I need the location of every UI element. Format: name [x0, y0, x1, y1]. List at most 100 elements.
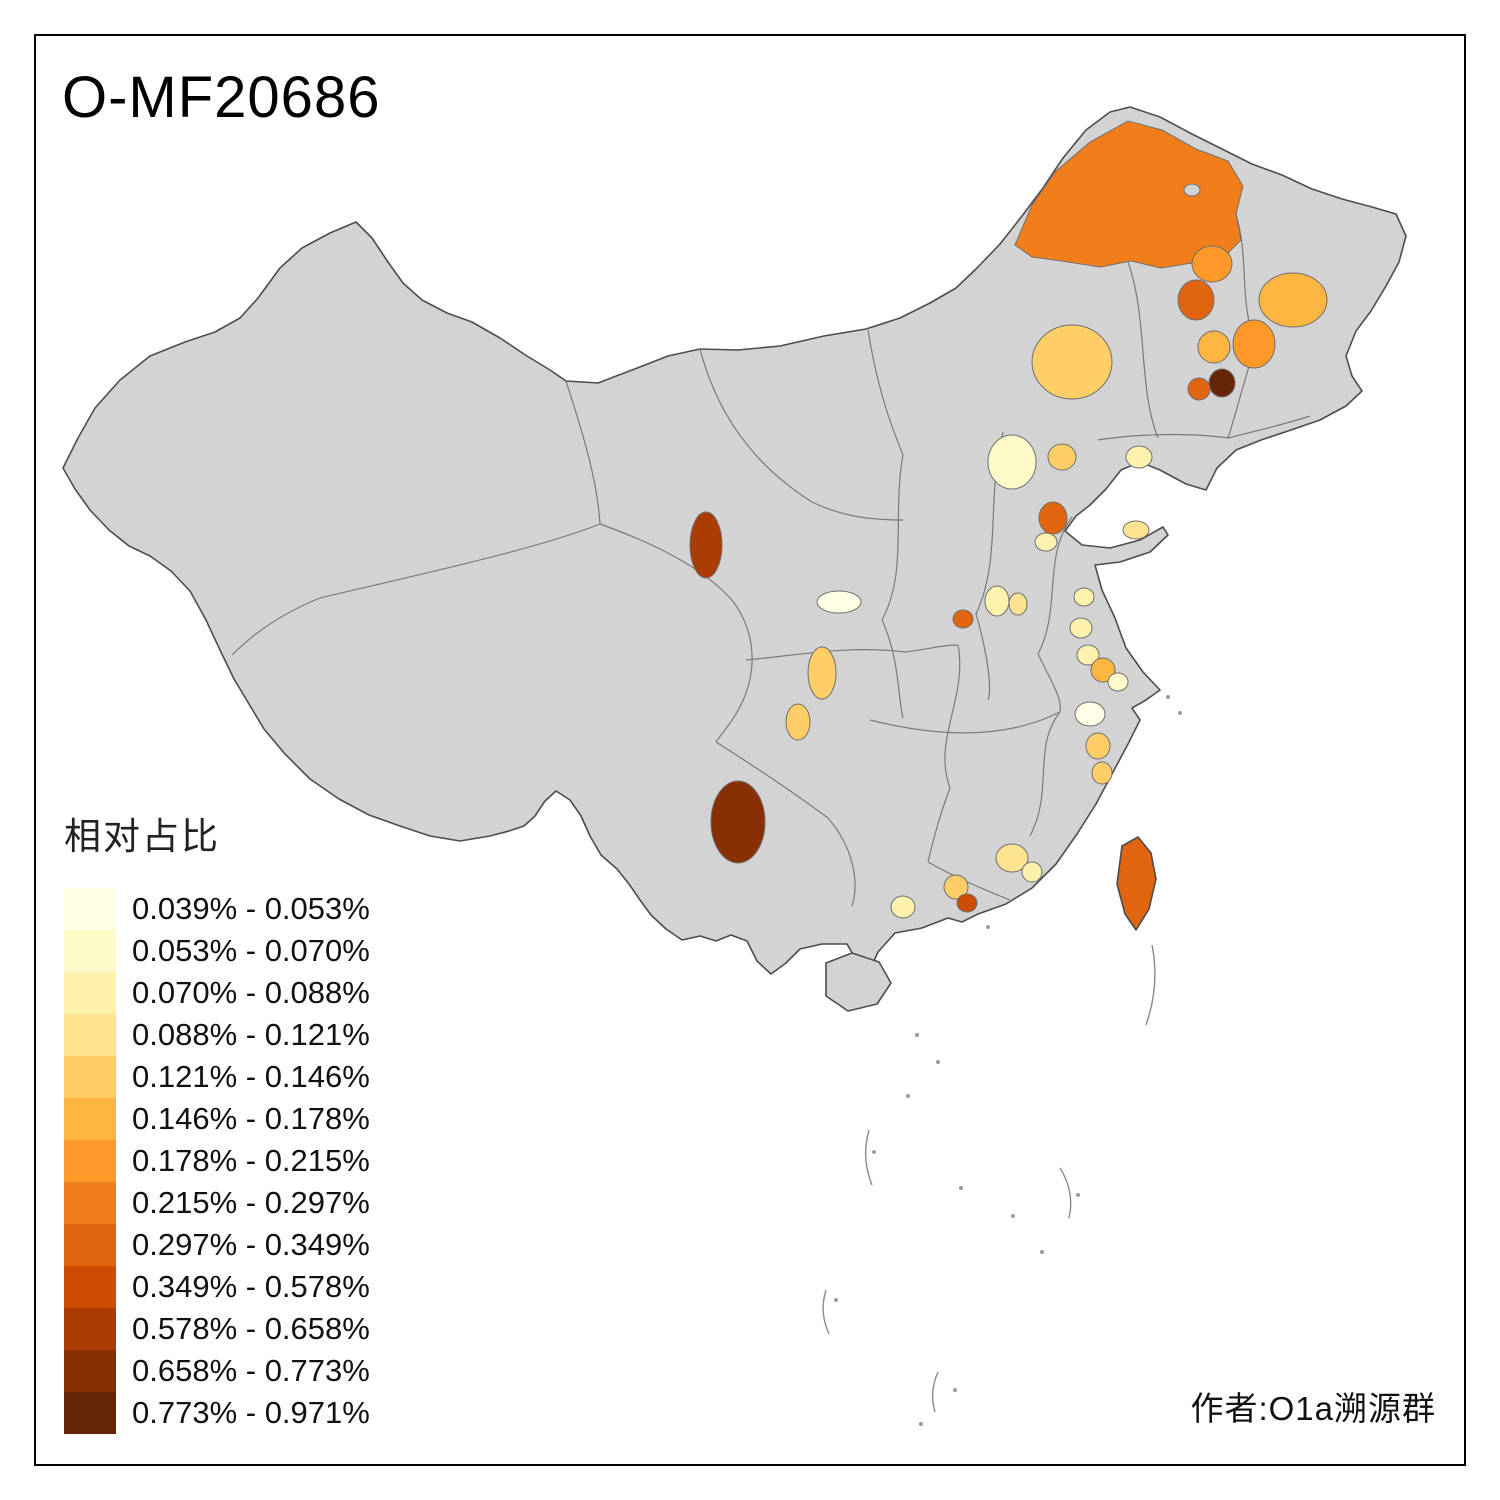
- highlighted-region: [1177, 279, 1215, 321]
- legend-row: 0.578% - 0.658%: [64, 1308, 370, 1350]
- highlighted-region: [987, 434, 1037, 490]
- province-border-line: [715, 741, 856, 907]
- legend-label: 0.578% - 0.658%: [132, 1311, 370, 1346]
- legend-row: 0.121% - 0.146%: [64, 1056, 370, 1098]
- legend-label: 0.146% - 0.178%: [132, 1101, 370, 1136]
- highlighted-region: [1187, 377, 1211, 401]
- legend-swatch: [64, 1350, 116, 1392]
- islet-dot: [959, 1186, 963, 1190]
- legend-row: 0.146% - 0.178%: [64, 1098, 370, 1140]
- highlighted-region: [1091, 761, 1113, 785]
- legend-swatch: [64, 1392, 116, 1434]
- highlighted-region: [1122, 520, 1150, 540]
- legend-swatch: [64, 888, 116, 930]
- islet-dot: [1040, 1250, 1044, 1254]
- highlighted-region: [1038, 501, 1068, 535]
- highlighted-region: [956, 893, 978, 913]
- legend-row: 0.658% - 0.773%: [64, 1350, 370, 1392]
- legend-swatch: [64, 1182, 116, 1224]
- highlighted-region: [1031, 324, 1113, 400]
- legend-row: 0.088% - 0.121%: [64, 1014, 370, 1056]
- islet-dot: [1178, 711, 1182, 715]
- highlighted-regions: [689, 120, 1328, 919]
- highlighted-region: [1073, 587, 1095, 607]
- islet-dot: [953, 1388, 957, 1392]
- province-border-line: [1097, 415, 1311, 441]
- province-border-line: [565, 380, 601, 525]
- legend-swatch: [64, 1056, 116, 1098]
- legend-rows: 0.039% - 0.053% 0.053% - 0.070% 0.070% - 0…: [64, 888, 370, 1434]
- highlighted-region: [816, 590, 862, 614]
- islet-dot: [906, 1094, 910, 1098]
- legend-row: 0.773% - 0.971%: [64, 1392, 370, 1434]
- highlighted-region: [995, 843, 1029, 873]
- plot-title: O-MF20686: [62, 65, 381, 130]
- islet-dot: [834, 1298, 838, 1302]
- attribution: 作者:O1a溯源群: [1190, 1390, 1436, 1427]
- highlighted-region: [689, 511, 723, 579]
- highlighted-region: [1208, 368, 1236, 398]
- south-china-sea-marks: [822, 695, 1182, 1426]
- highlighted-region: [1258, 272, 1328, 328]
- province-border-line: [869, 711, 1061, 734]
- map-enclave: [1183, 183, 1201, 197]
- legend-title: 相对占比: [64, 816, 220, 857]
- province-border-line: [231, 523, 601, 656]
- highlighted-region: [952, 609, 974, 629]
- legend-swatch: [64, 1266, 116, 1308]
- taiwan-island: [1116, 836, 1157, 931]
- sea-boundary-dash: [822, 1289, 830, 1335]
- islet-dot: [919, 1422, 923, 1426]
- hainan-island: [825, 952, 892, 1012]
- legend-row: 0.053% - 0.070%: [64, 930, 370, 972]
- legend-label: 0.053% - 0.070%: [132, 933, 370, 968]
- highlighted-region: [1008, 592, 1028, 616]
- legend-swatch: [64, 1308, 116, 1350]
- highlighted-region: [1034, 532, 1058, 552]
- legend-row: 0.297% - 0.349%: [64, 1224, 370, 1266]
- highlighted-region: [710, 780, 766, 864]
- province-border-line: [1029, 711, 1061, 837]
- province-border-line: [745, 644, 959, 661]
- legend-label: 0.088% - 0.121%: [132, 1017, 370, 1052]
- province-border-line: [867, 329, 904, 456]
- province-border-line: [975, 431, 1004, 701]
- highlighted-region: [1090, 657, 1116, 683]
- highlighted-region: [1047, 443, 1077, 471]
- legend-row: 0.178% - 0.215%: [64, 1140, 370, 1182]
- sea-boundary-dash: [864, 1129, 873, 1186]
- highlighted-region: [1085, 732, 1111, 760]
- legend-swatch: [64, 1098, 116, 1140]
- islet-dot: [986, 925, 990, 929]
- sea-boundary-dash: [1145, 944, 1156, 1026]
- legend-row: 0.215% - 0.297%: [64, 1182, 370, 1224]
- islet-dot: [1011, 1214, 1015, 1218]
- highlighted-region: [1191, 245, 1233, 283]
- highlighted-region: [807, 646, 837, 700]
- highlighted-region: [1107, 672, 1129, 692]
- legend-row: 0.349% - 0.578%: [64, 1266, 370, 1308]
- islet-dot: [1166, 695, 1170, 699]
- legend-swatch: [64, 1224, 116, 1266]
- province-borders: [231, 213, 1311, 907]
- highlighted-region: [1074, 701, 1106, 727]
- legend-label: 0.121% - 0.146%: [132, 1059, 370, 1094]
- legend-label: 0.349% - 0.578%: [132, 1269, 370, 1304]
- china-mainland: [62, 106, 1407, 975]
- legend-swatch: [64, 930, 116, 972]
- legend-row: 0.039% - 0.053%: [64, 888, 370, 930]
- legend-label: 0.297% - 0.349%: [132, 1227, 370, 1262]
- legend-label: 0.070% - 0.088%: [132, 975, 370, 1010]
- islet-dot: [915, 1033, 919, 1037]
- sea-boundary-dash: [931, 1371, 939, 1413]
- legend-row: 0.070% - 0.088%: [64, 972, 370, 1014]
- islet-dot: [1076, 1193, 1080, 1197]
- legend-swatch: [64, 1140, 116, 1182]
- highlighted-region: [1014, 120, 1244, 269]
- highlighted-region: [1197, 330, 1231, 364]
- province-border-line: [1127, 261, 1159, 439]
- sea-boundary-dash: [1059, 1167, 1072, 1219]
- legend-label: 0.773% - 0.971%: [132, 1395, 370, 1430]
